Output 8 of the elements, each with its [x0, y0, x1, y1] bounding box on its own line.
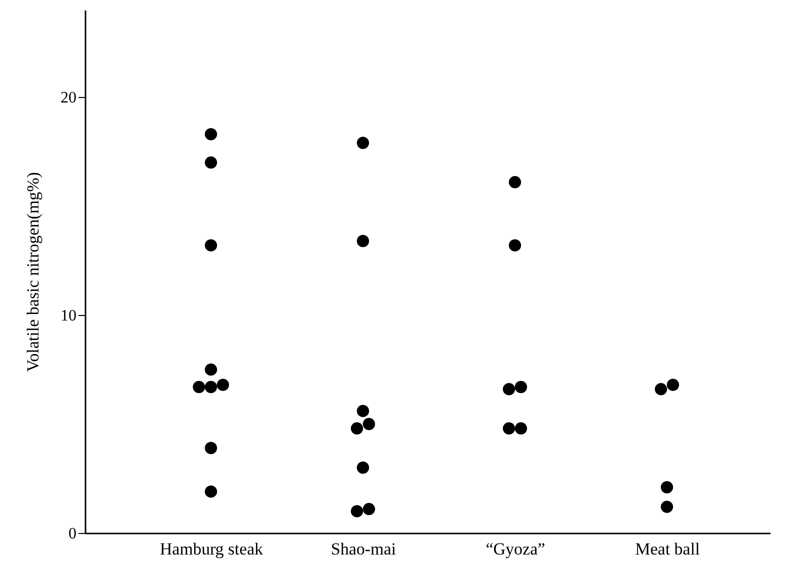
y-tick-label: 0 — [68, 526, 76, 542]
x-tick-label: Meat ball — [635, 540, 700, 558]
x-tick-label: Hamburg steak — [160, 540, 264, 558]
x-tick-label: Shao-mai — [330, 540, 396, 558]
y-axis-title: Volatile basic nitrogen(mg%) — [24, 172, 42, 372]
y-tick-label: 20 — [60, 90, 76, 107]
x-tick-label: “Gyoza” — [486, 540, 546, 558]
y-tick-label: 10 — [60, 308, 76, 325]
